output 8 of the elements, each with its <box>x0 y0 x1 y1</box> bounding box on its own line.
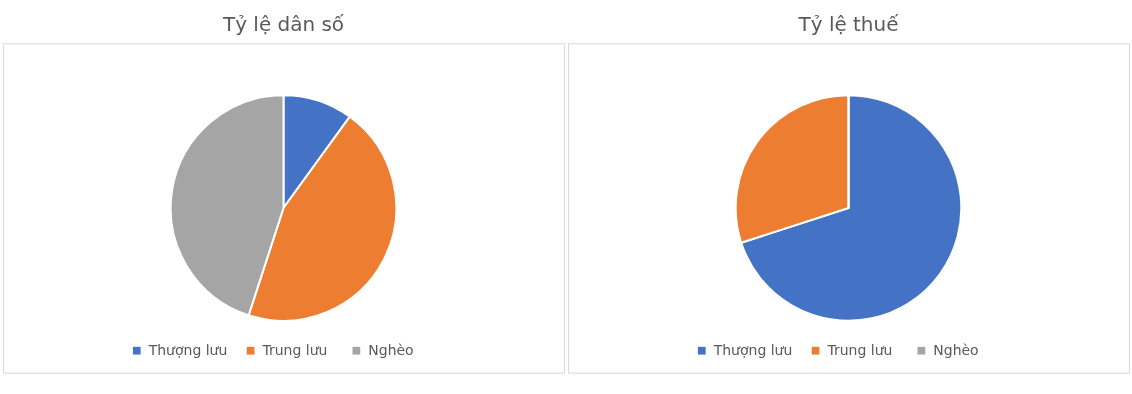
legend-label: Thượng lưu <box>147 341 228 358</box>
chart-title: Tỷ lệ dân số <box>222 12 344 37</box>
legend-label: Nghèo <box>368 341 414 358</box>
legend-label: Trung lưu <box>261 341 328 358</box>
legend-label: Nghèo <box>933 341 979 358</box>
chart-title: Tỷ lệ thuế <box>797 12 900 37</box>
legend-label: Thượng lưu <box>712 341 793 358</box>
legend-label: Trung lưu <box>826 341 893 358</box>
